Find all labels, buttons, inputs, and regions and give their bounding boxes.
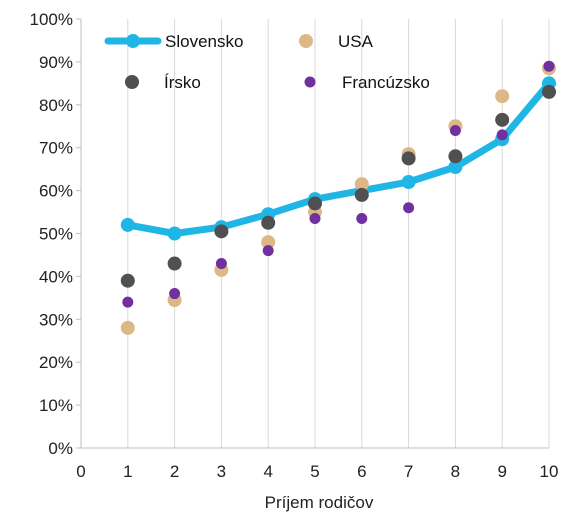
y-tick-label: 70% (39, 139, 73, 158)
x-tick-label: 3 (217, 462, 226, 481)
legend-label-usa: USA (338, 32, 374, 51)
x-axis-ticks: 0 1 2 3 4 5 6 7 8 9 10 (76, 462, 558, 481)
legend-label-irsko: Írsko (164, 73, 201, 92)
y-tick-label: 50% (39, 225, 73, 244)
data-point-francuzsko (449, 125, 461, 137)
y-tick-label: 80% (39, 96, 73, 115)
y-tick-label: 90% (39, 53, 73, 72)
legend-label-slovensko: Slovensko (165, 32, 243, 51)
x-tick-label: 7 (404, 462, 413, 481)
y-tick-label: 10% (39, 396, 73, 415)
y-axis-ticks: 0% 10% 20% 30% 40% 50% 60% 70% 80% 90% 100% (30, 10, 81, 458)
data-point-irsko (308, 196, 322, 211)
y-tick-label: 0% (48, 439, 73, 458)
plot-area (120, 60, 556, 335)
y-tick-label: 100% (30, 10, 73, 29)
x-tick-label: 6 (357, 462, 366, 481)
data-point-irsko (542, 84, 556, 99)
x-tick-label: 1 (123, 462, 132, 481)
data-point-francuzsko (262, 245, 274, 257)
data-point-irsko (495, 112, 510, 127)
data-point-usa (261, 235, 276, 250)
data-point-irsko (261, 215, 276, 230)
data-point-francuzsko (403, 202, 415, 214)
data-point-irsko (120, 273, 135, 288)
data-point-slovensko (167, 226, 182, 241)
legend-marker-usa (299, 34, 313, 48)
data-point-irsko (214, 224, 229, 239)
data-point-usa (354, 177, 369, 192)
data-point-slovensko (120, 217, 135, 232)
x-tick-label: 5 (310, 462, 319, 481)
x-tick-label: 8 (451, 462, 460, 481)
data-point-slovensko (401, 175, 416, 190)
x-tick-label: 4 (263, 462, 272, 481)
data-point-irsko (448, 149, 463, 164)
data-point-francuzsko (496, 129, 508, 141)
data-point-usa (120, 320, 135, 335)
legend-marker-francuzsko (304, 76, 316, 88)
legend-marker-irsko (125, 75, 139, 89)
data-point-slovensko (448, 160, 463, 175)
legend-marker-slovensko (126, 34, 140, 48)
data-point-francuzsko (543, 60, 555, 72)
x-tick-label: 10 (540, 462, 559, 481)
data-point-irsko (167, 256, 182, 271)
x-tick-label: 0 (76, 462, 85, 481)
y-tick-label: 30% (39, 310, 73, 329)
data-point-francuzsko (215, 258, 227, 270)
x-axis-title: Príjem rodičov (265, 493, 374, 512)
data-point-francuzsko (356, 212, 368, 224)
series-line-slovensko (124, 79, 553, 237)
x-tick-label: 9 (497, 462, 506, 481)
data-point-francuzsko (122, 296, 134, 308)
data-point-francuzsko (309, 212, 321, 224)
data-point-irsko (354, 187, 369, 202)
legend: Slovensko USA Írsko Francúzsko (104, 32, 430, 92)
y-tick-label: 40% (39, 267, 73, 286)
data-point-francuzsko (169, 288, 181, 300)
y-tick-label: 60% (39, 182, 73, 201)
y-tick-label: 20% (39, 353, 73, 372)
x-tick-label: 2 (170, 462, 179, 481)
data-point-irsko (401, 151, 416, 166)
data-point-usa (495, 89, 510, 104)
legend-label-francuzsko: Francúzsko (342, 73, 430, 92)
